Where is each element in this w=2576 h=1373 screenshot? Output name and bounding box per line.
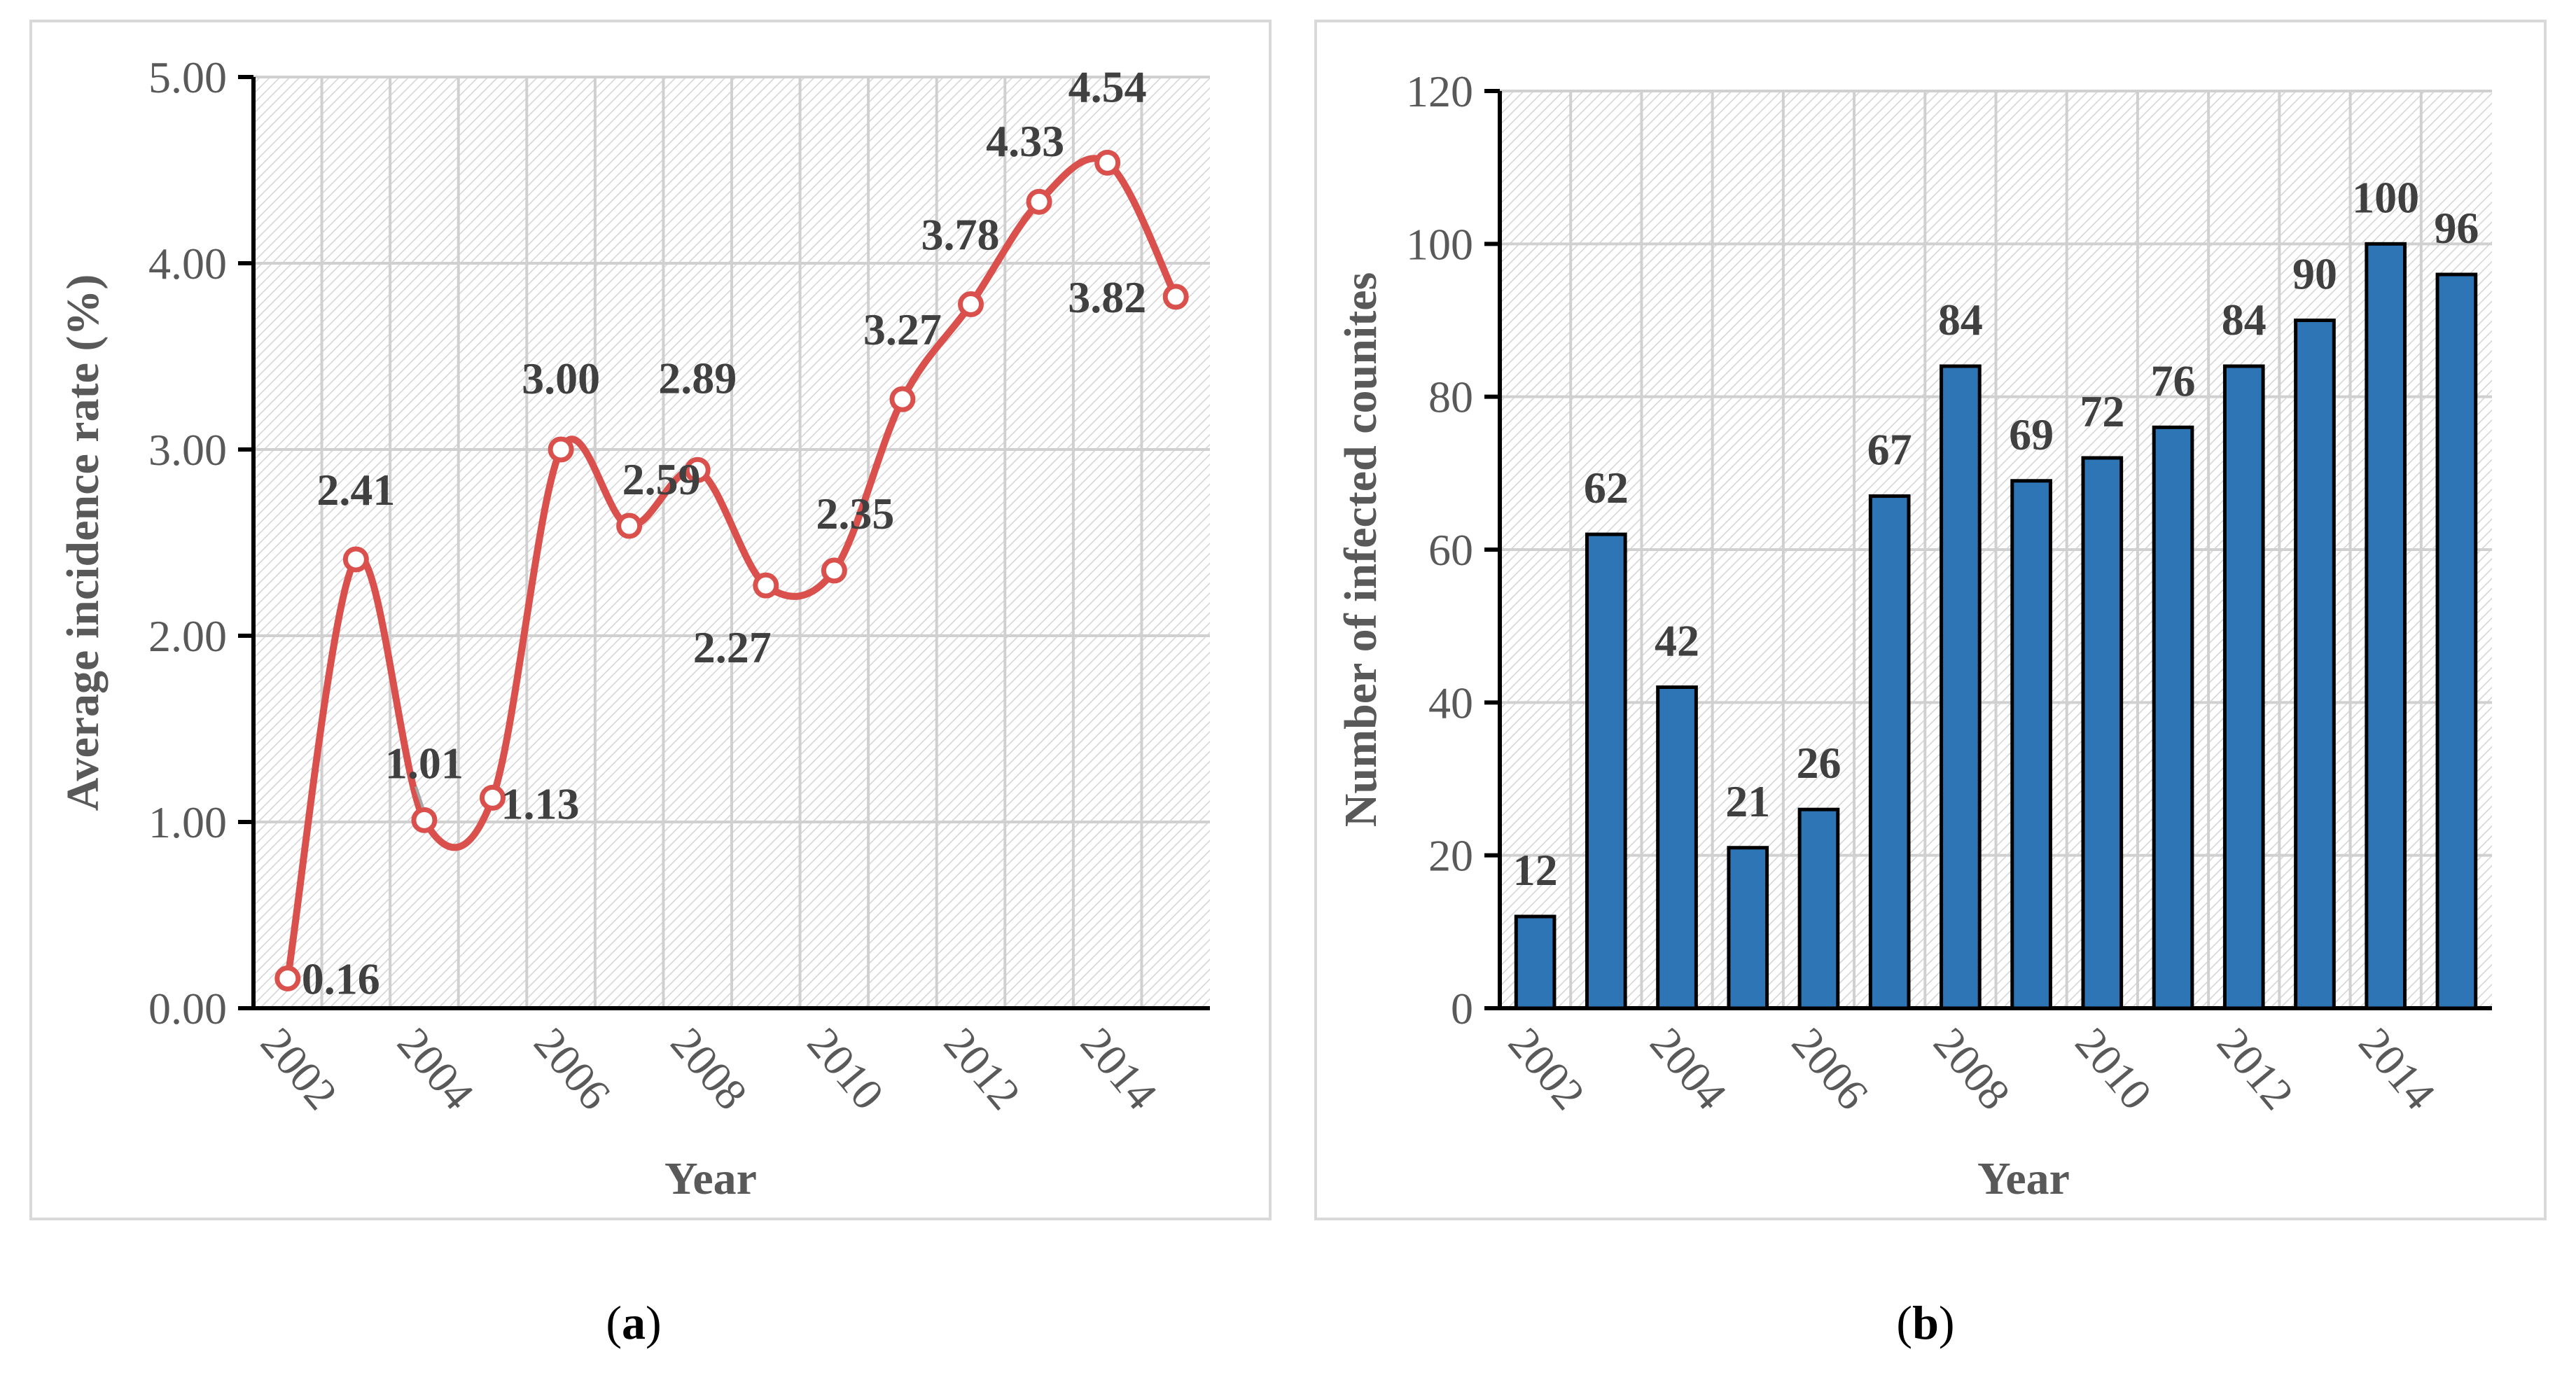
data-point bbox=[274, 965, 301, 991]
data-label: 90 bbox=[2292, 249, 2337, 299]
y-tick-label: 1.00 bbox=[148, 797, 227, 847]
data-point bbox=[753, 572, 779, 599]
bar bbox=[2081, 456, 2124, 1010]
x-tick-label: 2004 bbox=[1641, 1018, 1736, 1119]
data-label: 67 bbox=[1867, 425, 1912, 475]
data-label: 84 bbox=[2222, 295, 2267, 344]
bar bbox=[2365, 242, 2407, 1010]
data-point bbox=[480, 784, 506, 811]
x-tick-label: 2002 bbox=[1499, 1018, 1595, 1119]
bar bbox=[1656, 685, 1698, 1010]
data-label: 96 bbox=[2434, 203, 2479, 253]
y-tick-label: 0.00 bbox=[148, 984, 227, 1033]
data-label: 0.16 bbox=[302, 954, 380, 1003]
caption-b-label: b bbox=[1912, 1296, 1939, 1349]
bar bbox=[1727, 846, 1769, 1010]
data-label: 12 bbox=[1513, 845, 1558, 895]
x-tick-label: 2008 bbox=[1924, 1018, 2020, 1119]
data-label: 3.82 bbox=[1068, 272, 1146, 322]
bar bbox=[1514, 914, 1557, 1010]
data-label: 2.35 bbox=[816, 489, 894, 538]
data-label: 2.59 bbox=[622, 454, 701, 504]
y-tick-label: 4.00 bbox=[148, 239, 227, 288]
bar bbox=[2222, 364, 2265, 1010]
data-point bbox=[684, 456, 711, 483]
x-tick-label: 2010 bbox=[2066, 1018, 2161, 1119]
data-label: 3.27 bbox=[863, 305, 942, 354]
y-tick-label: 80 bbox=[1428, 372, 1473, 422]
x-tick-label: 2008 bbox=[661, 1018, 757, 1119]
bar bbox=[2294, 319, 2336, 1010]
data-label: 1.01 bbox=[385, 738, 464, 788]
y-tick-label: 20 bbox=[1428, 831, 1473, 881]
x-tick-label: 2006 bbox=[1783, 1018, 1879, 1119]
data-label: 3.78 bbox=[921, 210, 1000, 260]
data-label: 100 bbox=[2352, 172, 2419, 222]
data-label: 2.89 bbox=[658, 353, 737, 403]
data-label: 4.33 bbox=[986, 116, 1064, 166]
data-label: 42 bbox=[1655, 616, 1699, 666]
data-label: 84 bbox=[1938, 295, 1983, 344]
data-point bbox=[889, 386, 916, 412]
data-label: 69 bbox=[2009, 410, 2054, 459]
data-point bbox=[342, 546, 369, 573]
bar bbox=[1797, 807, 1840, 1010]
caption-b: (b) bbox=[1896, 1296, 1955, 1349]
data-label: 62 bbox=[1584, 463, 1629, 513]
y-tick-label: 100 bbox=[1406, 219, 1473, 269]
chart-b: 0 20 40 60 80 100 120 2002 2004 2006 2008 2010 2012 2… bbox=[1335, 67, 2492, 1204]
y-tick-label: 60 bbox=[1428, 525, 1473, 575]
data-point bbox=[1026, 188, 1052, 215]
y-axis-title-a: Average incidence rate (%) bbox=[57, 274, 109, 811]
bar bbox=[1585, 532, 1627, 1010]
x-tick-label: 2006 bbox=[524, 1018, 620, 1119]
data-point bbox=[958, 291, 984, 318]
leader-line bbox=[415, 786, 424, 808]
x-tick-label: 2012 bbox=[935, 1018, 1031, 1119]
data-point bbox=[821, 557, 847, 584]
y-tick-label: 40 bbox=[1428, 678, 1473, 727]
x-tick-label: 2010 bbox=[798, 1018, 893, 1119]
data-label: 72 bbox=[2080, 386, 2124, 436]
series-line-a bbox=[284, 155, 1179, 980]
x-tick-label: 2014 bbox=[2349, 1018, 2445, 1119]
data-label: 21 bbox=[1725, 776, 1770, 826]
data-label: 26 bbox=[1796, 738, 1841, 788]
x-tick-label: 2012 bbox=[2208, 1018, 2304, 1119]
data-label: 3.00 bbox=[522, 354, 600, 403]
bar bbox=[1940, 364, 1982, 1010]
bar bbox=[2010, 479, 2052, 1010]
bar bbox=[2152, 425, 2194, 1010]
y-tick-label: 2.00 bbox=[148, 611, 227, 661]
caption-a-label: a bbox=[622, 1296, 646, 1349]
data-point bbox=[616, 513, 643, 539]
data-label: 4.54 bbox=[1068, 62, 1147, 111]
data-point bbox=[1162, 284, 1189, 310]
bar bbox=[2435, 272, 2478, 1010]
x-tick-label: 2014 bbox=[1071, 1018, 1167, 1119]
caption-a: (a) bbox=[606, 1296, 662, 1349]
x-axis-title-a: Year bbox=[664, 1153, 757, 1204]
data-point bbox=[411, 807, 438, 833]
y-tick-label: 120 bbox=[1406, 67, 1473, 116]
bar bbox=[1868, 494, 1911, 1010]
y-tick-label: 5.00 bbox=[148, 53, 227, 102]
data-label: 2.41 bbox=[316, 465, 395, 515]
x-tick-label: 2002 bbox=[251, 1018, 347, 1119]
data-label: 1.13 bbox=[501, 779, 580, 828]
x-axis-title-b: Year bbox=[1977, 1153, 2070, 1204]
data-label: 76 bbox=[2151, 356, 2196, 405]
y-tick-label: 3.00 bbox=[148, 425, 227, 475]
y-tick-label: 0 bbox=[1451, 984, 1473, 1033]
data-point bbox=[1094, 149, 1121, 176]
x-tick-label: 2004 bbox=[388, 1018, 484, 1119]
y-axis-title-b: Number of infected counites bbox=[1335, 272, 1386, 828]
chart-a: 0.00 1.00 2.00 3.00 4.00 5.00 2002 2004 2006 2008… bbox=[57, 53, 1210, 1204]
data-point bbox=[548, 436, 574, 463]
data-label: 2.27 bbox=[693, 622, 772, 672]
